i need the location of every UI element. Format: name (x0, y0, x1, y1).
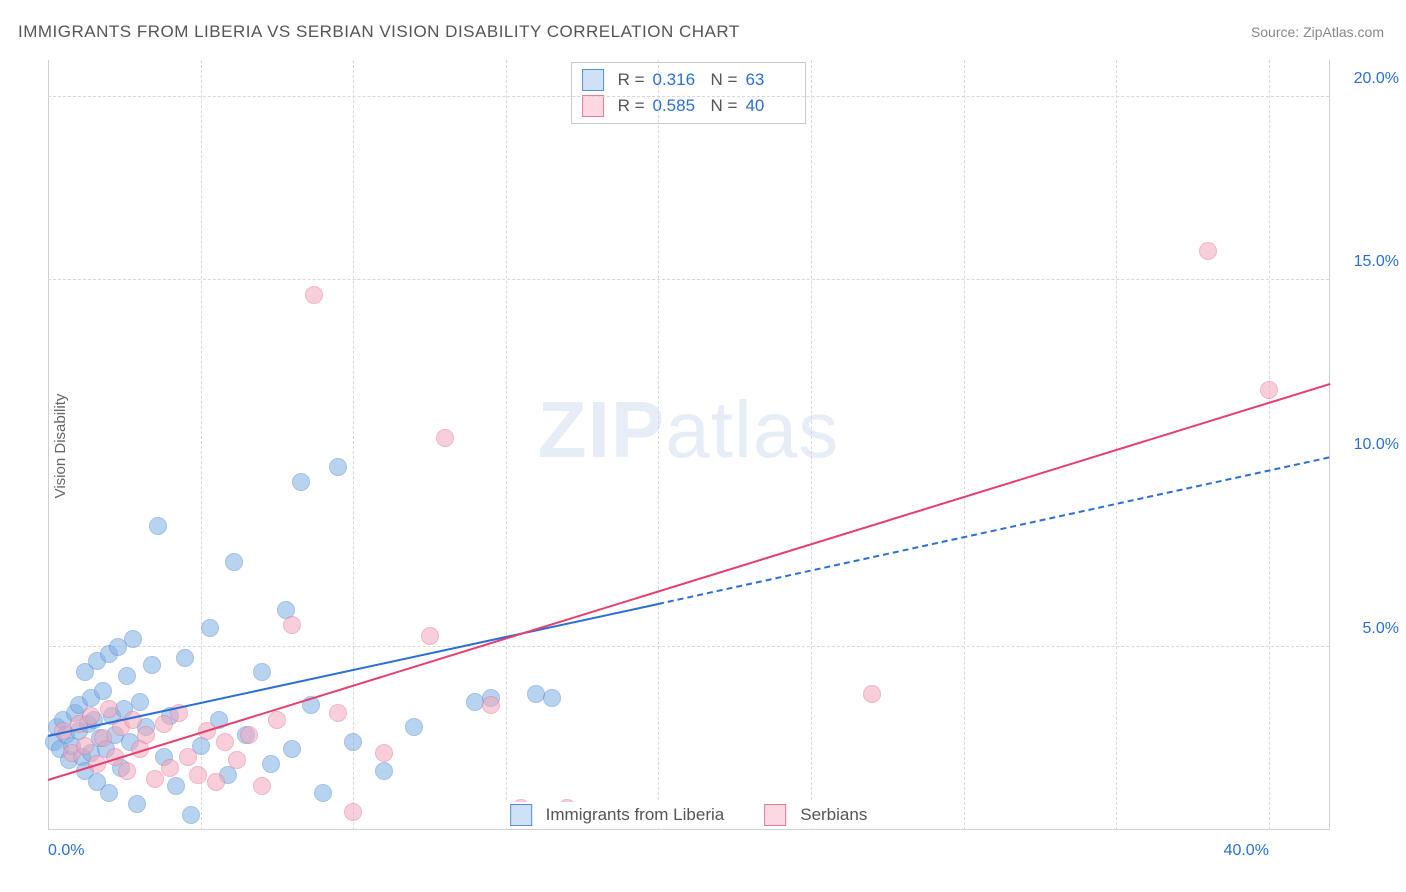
scatter-point-liberia (100, 784, 118, 802)
stat-r-liberia: 0.316 (653, 67, 703, 93)
legend-item-liberia: Immigrants from Liberia (510, 804, 725, 826)
stat-r-serbians: 0.585 (653, 93, 703, 119)
gridline-vertical (964, 60, 965, 830)
scatter-point-liberia (131, 693, 149, 711)
scatter-point-serbians (228, 751, 246, 769)
scatter-point-liberia (201, 619, 219, 637)
scatter-point-liberia (182, 806, 200, 824)
scatter-point-liberia (344, 733, 362, 751)
gridline-vertical (201, 60, 202, 830)
watermark-bold: ZIP (538, 385, 665, 474)
scatter-point-liberia (124, 630, 142, 648)
scatter-point-liberia (167, 777, 185, 795)
scatter-point-serbians (436, 429, 454, 447)
scatter-point-liberia (329, 458, 347, 476)
stat-n-liberia: 63 (745, 67, 795, 93)
scatter-point-liberia (292, 473, 310, 491)
scatter-point-liberia (128, 795, 146, 813)
scatter-point-liberia (149, 517, 167, 535)
scatter-point-liberia (375, 762, 393, 780)
stat-n-serbians: 40 (745, 93, 795, 119)
scatter-point-serbians (118, 762, 136, 780)
scatter-point-serbians (82, 707, 100, 725)
series-legend: Immigrants from Liberia Serbians (502, 802, 876, 828)
stats-legend: R = 0.316 N = 63 R = 0.585 N = 40 (571, 62, 807, 124)
gridline-vertical (353, 60, 354, 830)
scatter-point-liberia (143, 656, 161, 674)
scatter-point-serbians (137, 726, 155, 744)
legend-label-liberia: Immigrants from Liberia (546, 805, 725, 825)
scatter-point-liberia (225, 553, 243, 571)
scatter-point-liberia (94, 682, 112, 700)
scatter-point-serbians (155, 715, 173, 733)
scatter-point-serbians (283, 616, 301, 634)
gridline-vertical (1116, 60, 1117, 830)
stat-n-label: N = (711, 93, 738, 119)
scatter-point-serbians (1260, 381, 1278, 399)
gridline-vertical (811, 60, 812, 830)
stat-r-label: R = (618, 93, 645, 119)
legend-item-serbians: Serbians (764, 804, 867, 826)
correlation-chart: IMMIGRANTS FROM LIBERIA VS SERBIAN VISIO… (0, 0, 1406, 892)
scatter-point-serbians (329, 704, 347, 722)
scatter-point-liberia (283, 740, 301, 758)
gridline-horizontal (48, 96, 1329, 97)
y-axis-line (48, 60, 49, 830)
scatter-point-serbians (207, 773, 225, 791)
y-tick-label: 5.0% (1339, 620, 1399, 638)
scatter-point-serbians (189, 766, 207, 784)
swatch-liberia (582, 69, 604, 91)
gridline-horizontal (48, 279, 1329, 280)
watermark: ZIPatlas (538, 384, 839, 476)
scatter-point-serbians (421, 627, 439, 645)
scatter-point-serbians (76, 737, 94, 755)
scatter-point-liberia (262, 755, 280, 773)
gridline-vertical (1269, 60, 1270, 830)
scatter-point-liberia (118, 667, 136, 685)
source-attribution: Source: ZipAtlas.com (1251, 24, 1384, 40)
scatter-point-serbians (1199, 242, 1217, 260)
gridline-vertical (506, 60, 507, 830)
scatter-point-serbians (100, 700, 118, 718)
x-axis-line (48, 829, 1329, 830)
stat-r-label: R = (618, 67, 645, 93)
gridline-horizontal (48, 646, 1329, 647)
x-tick-label: 40.0% (1224, 842, 1269, 860)
stats-legend-row-serbians: R = 0.585 N = 40 (582, 93, 796, 119)
chart-title: IMMIGRANTS FROM LIBERIA VS SERBIAN VISIO… (18, 22, 740, 42)
scatter-point-serbians (146, 770, 164, 788)
plot-area: ZIPatlas R = 0.316 N = 63 R = 0.585 N = … (48, 60, 1330, 830)
scatter-point-serbians (863, 685, 881, 703)
swatch-serbians (764, 804, 786, 826)
gridline-vertical (658, 60, 659, 830)
legend-label-serbians: Serbians (800, 805, 867, 825)
y-tick-label: 20.0% (1339, 70, 1399, 88)
scatter-point-serbians (253, 777, 271, 795)
swatch-serbians (582, 95, 604, 117)
watermark-rest: atlas (665, 385, 839, 474)
y-tick-label: 15.0% (1339, 253, 1399, 271)
scatter-point-liberia (405, 718, 423, 736)
stats-legend-row-liberia: R = 0.316 N = 63 (582, 67, 796, 93)
scatter-point-serbians (94, 729, 112, 747)
x-tick-label: 0.0% (48, 842, 84, 860)
y-tick-label: 10.0% (1339, 436, 1399, 454)
scatter-point-serbians (305, 286, 323, 304)
scatter-point-liberia (176, 649, 194, 667)
scatter-point-serbians (375, 744, 393, 762)
stat-n-label: N = (711, 67, 738, 93)
scatter-point-serbians (161, 759, 179, 777)
trend-line (658, 456, 1330, 605)
scatter-point-serbians (216, 733, 234, 751)
scatter-point-serbians (268, 711, 286, 729)
swatch-liberia (510, 804, 532, 826)
scatter-point-serbians (482, 696, 500, 714)
trend-line (48, 383, 1331, 781)
scatter-point-serbians (344, 803, 362, 821)
scatter-point-liberia (314, 784, 332, 802)
scatter-point-serbians (240, 726, 258, 744)
scatter-point-liberia (543, 689, 561, 707)
scatter-point-liberia (253, 663, 271, 681)
scatter-point-serbians (179, 748, 197, 766)
